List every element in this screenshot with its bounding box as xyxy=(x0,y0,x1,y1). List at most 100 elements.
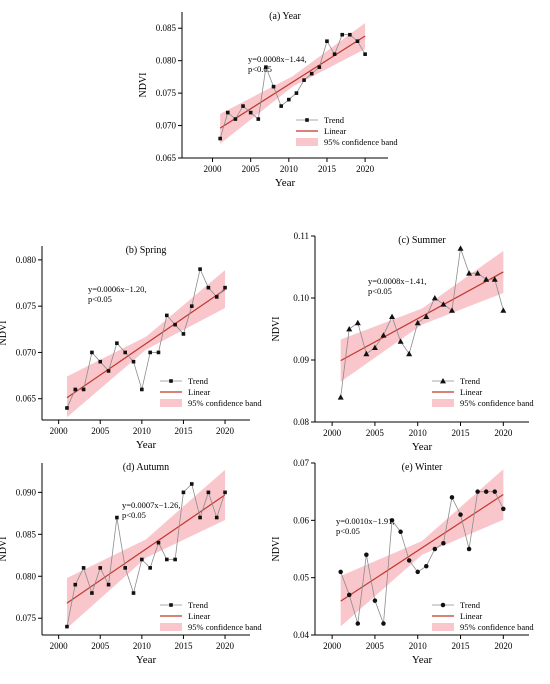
trend-data-point xyxy=(354,319,361,326)
trend-data-point xyxy=(398,529,403,535)
trend-data-point xyxy=(206,285,211,290)
significance-note: p<0.05 xyxy=(336,526,360,536)
y-tick-label: 0.065 xyxy=(156,153,177,163)
trend-data-point xyxy=(458,512,463,517)
regression-equation: y=0.0008x−1.44, xyxy=(248,54,306,64)
trend-data-point xyxy=(364,552,369,557)
chart-panel: 2000 2005 2010 2015 2020 0.08 0.09 0.10 0.11 (c) … xyxy=(271,231,534,453)
legend-trend-label: Trend xyxy=(460,376,481,386)
legend-band-swatch xyxy=(432,623,454,631)
trend-data-point xyxy=(173,557,177,562)
legend-band-label: 95% confidence band xyxy=(188,622,262,632)
panel-title: (a) Year xyxy=(269,11,301,22)
trend-data-point xyxy=(500,307,507,313)
trend-data-point xyxy=(432,546,438,552)
trend-data-point xyxy=(423,313,430,319)
trend-data-point xyxy=(90,591,94,595)
x-tick-label: 2015 xyxy=(174,641,193,651)
y-axis-label: NDVI xyxy=(138,73,149,98)
trend-data-point xyxy=(338,569,343,575)
y-tick-label: 0.090 xyxy=(16,487,37,497)
x-tick-label: 2015 xyxy=(452,428,471,438)
trend-data-point xyxy=(148,350,152,355)
y-tick-label: 0.10 xyxy=(293,293,309,303)
regression-equation: y=0.0008x−1.41, xyxy=(368,276,426,286)
x-tick-label: 2015 xyxy=(452,641,471,651)
trend-data-point xyxy=(372,598,378,603)
y-axis-label: NDVI xyxy=(271,537,282,562)
trend-data-point xyxy=(424,563,429,569)
trend-data-point xyxy=(233,117,238,121)
trend-data-point xyxy=(148,566,152,570)
trend-data-point xyxy=(371,344,378,350)
trend-data-point xyxy=(173,322,177,327)
y-axis-label: NDVI xyxy=(0,321,9,346)
y-tick-label: 0.07 xyxy=(293,458,309,468)
trend-data-point xyxy=(140,387,144,392)
regression-equation: y=0.0010x−1.91, xyxy=(336,516,394,526)
trend-data-point xyxy=(214,295,219,299)
x-tick-label: 2010 xyxy=(409,641,428,651)
trend-data-point xyxy=(474,270,481,276)
trend-data-point xyxy=(123,566,127,570)
x-tick-label: 2000 xyxy=(50,426,69,436)
trend-data-point xyxy=(441,541,446,546)
y-tick-label: 0.075 xyxy=(16,301,37,311)
trend-data-point xyxy=(449,495,455,500)
significance-note: p<0.05 xyxy=(88,294,112,304)
trend-data-point xyxy=(225,110,230,115)
trend-data-point xyxy=(165,313,169,318)
trend-data-point xyxy=(279,104,283,108)
x-tick-label: 2020 xyxy=(494,428,513,438)
trend-data-point xyxy=(106,582,111,587)
trend-data-point xyxy=(483,276,490,282)
trend-data-point xyxy=(131,591,136,595)
trend-data-point xyxy=(140,557,144,562)
trend-data-point xyxy=(363,52,367,56)
legend-linear-label: Linear xyxy=(188,611,210,621)
trend-data-point xyxy=(156,350,161,355)
x-tick-label: 2005 xyxy=(242,164,261,174)
trend-data-point xyxy=(256,117,261,121)
trend-data-point xyxy=(248,110,253,115)
trend-data-point xyxy=(287,97,291,102)
y-axis-label: NDVI xyxy=(0,537,9,562)
regression-equation: y=0.0006x−1.20, xyxy=(88,284,146,294)
linear-fit-line xyxy=(66,494,226,604)
y-tick-label: 0.11 xyxy=(294,231,309,241)
legend-linear-label: Linear xyxy=(460,611,482,621)
trend-data-point xyxy=(397,338,404,344)
x-tick-label: 2010 xyxy=(133,426,152,436)
y-tick-label: 0.065 xyxy=(16,394,37,404)
x-axis-label: Year xyxy=(275,177,296,189)
x-axis-label: Year xyxy=(136,439,157,451)
legend-band-swatch xyxy=(160,623,182,631)
trend-data-point xyxy=(406,558,412,563)
panel-title: (c) Summer xyxy=(398,235,446,246)
significance-note: p<0.05 xyxy=(368,286,392,296)
trend-data-point xyxy=(115,515,119,520)
x-tick-label: 2000 xyxy=(323,641,342,651)
trend-data-point xyxy=(131,359,136,364)
x-tick-label: 2020 xyxy=(216,426,235,436)
legend-trend-label: Trend xyxy=(460,600,481,610)
legend-band-swatch xyxy=(296,138,318,146)
y-tick-label: 0.06 xyxy=(293,515,309,525)
x-tick-label: 2000 xyxy=(204,164,223,174)
trend-data-point xyxy=(206,490,211,495)
chart-panel: 2000 2005 2010 2015 2020 0.065 0.070 0.075 0.080… xyxy=(0,245,262,451)
chart-panel: 2000 2005 2010 2015 2020 0.075 0.080 0.085 0.090… xyxy=(0,462,262,666)
legend-band-swatch xyxy=(432,399,454,407)
trend-data-point xyxy=(491,276,498,282)
trend-data-point xyxy=(337,394,344,400)
legend-linear-label: Linear xyxy=(460,387,482,397)
trend-data-point xyxy=(475,489,480,494)
trend-data-point xyxy=(106,369,111,373)
trend-data-point xyxy=(198,515,202,520)
trend-data-point xyxy=(241,104,245,108)
legend-trend-label: Trend xyxy=(188,600,209,610)
legend-band-label: 95% confidence band xyxy=(188,398,262,408)
